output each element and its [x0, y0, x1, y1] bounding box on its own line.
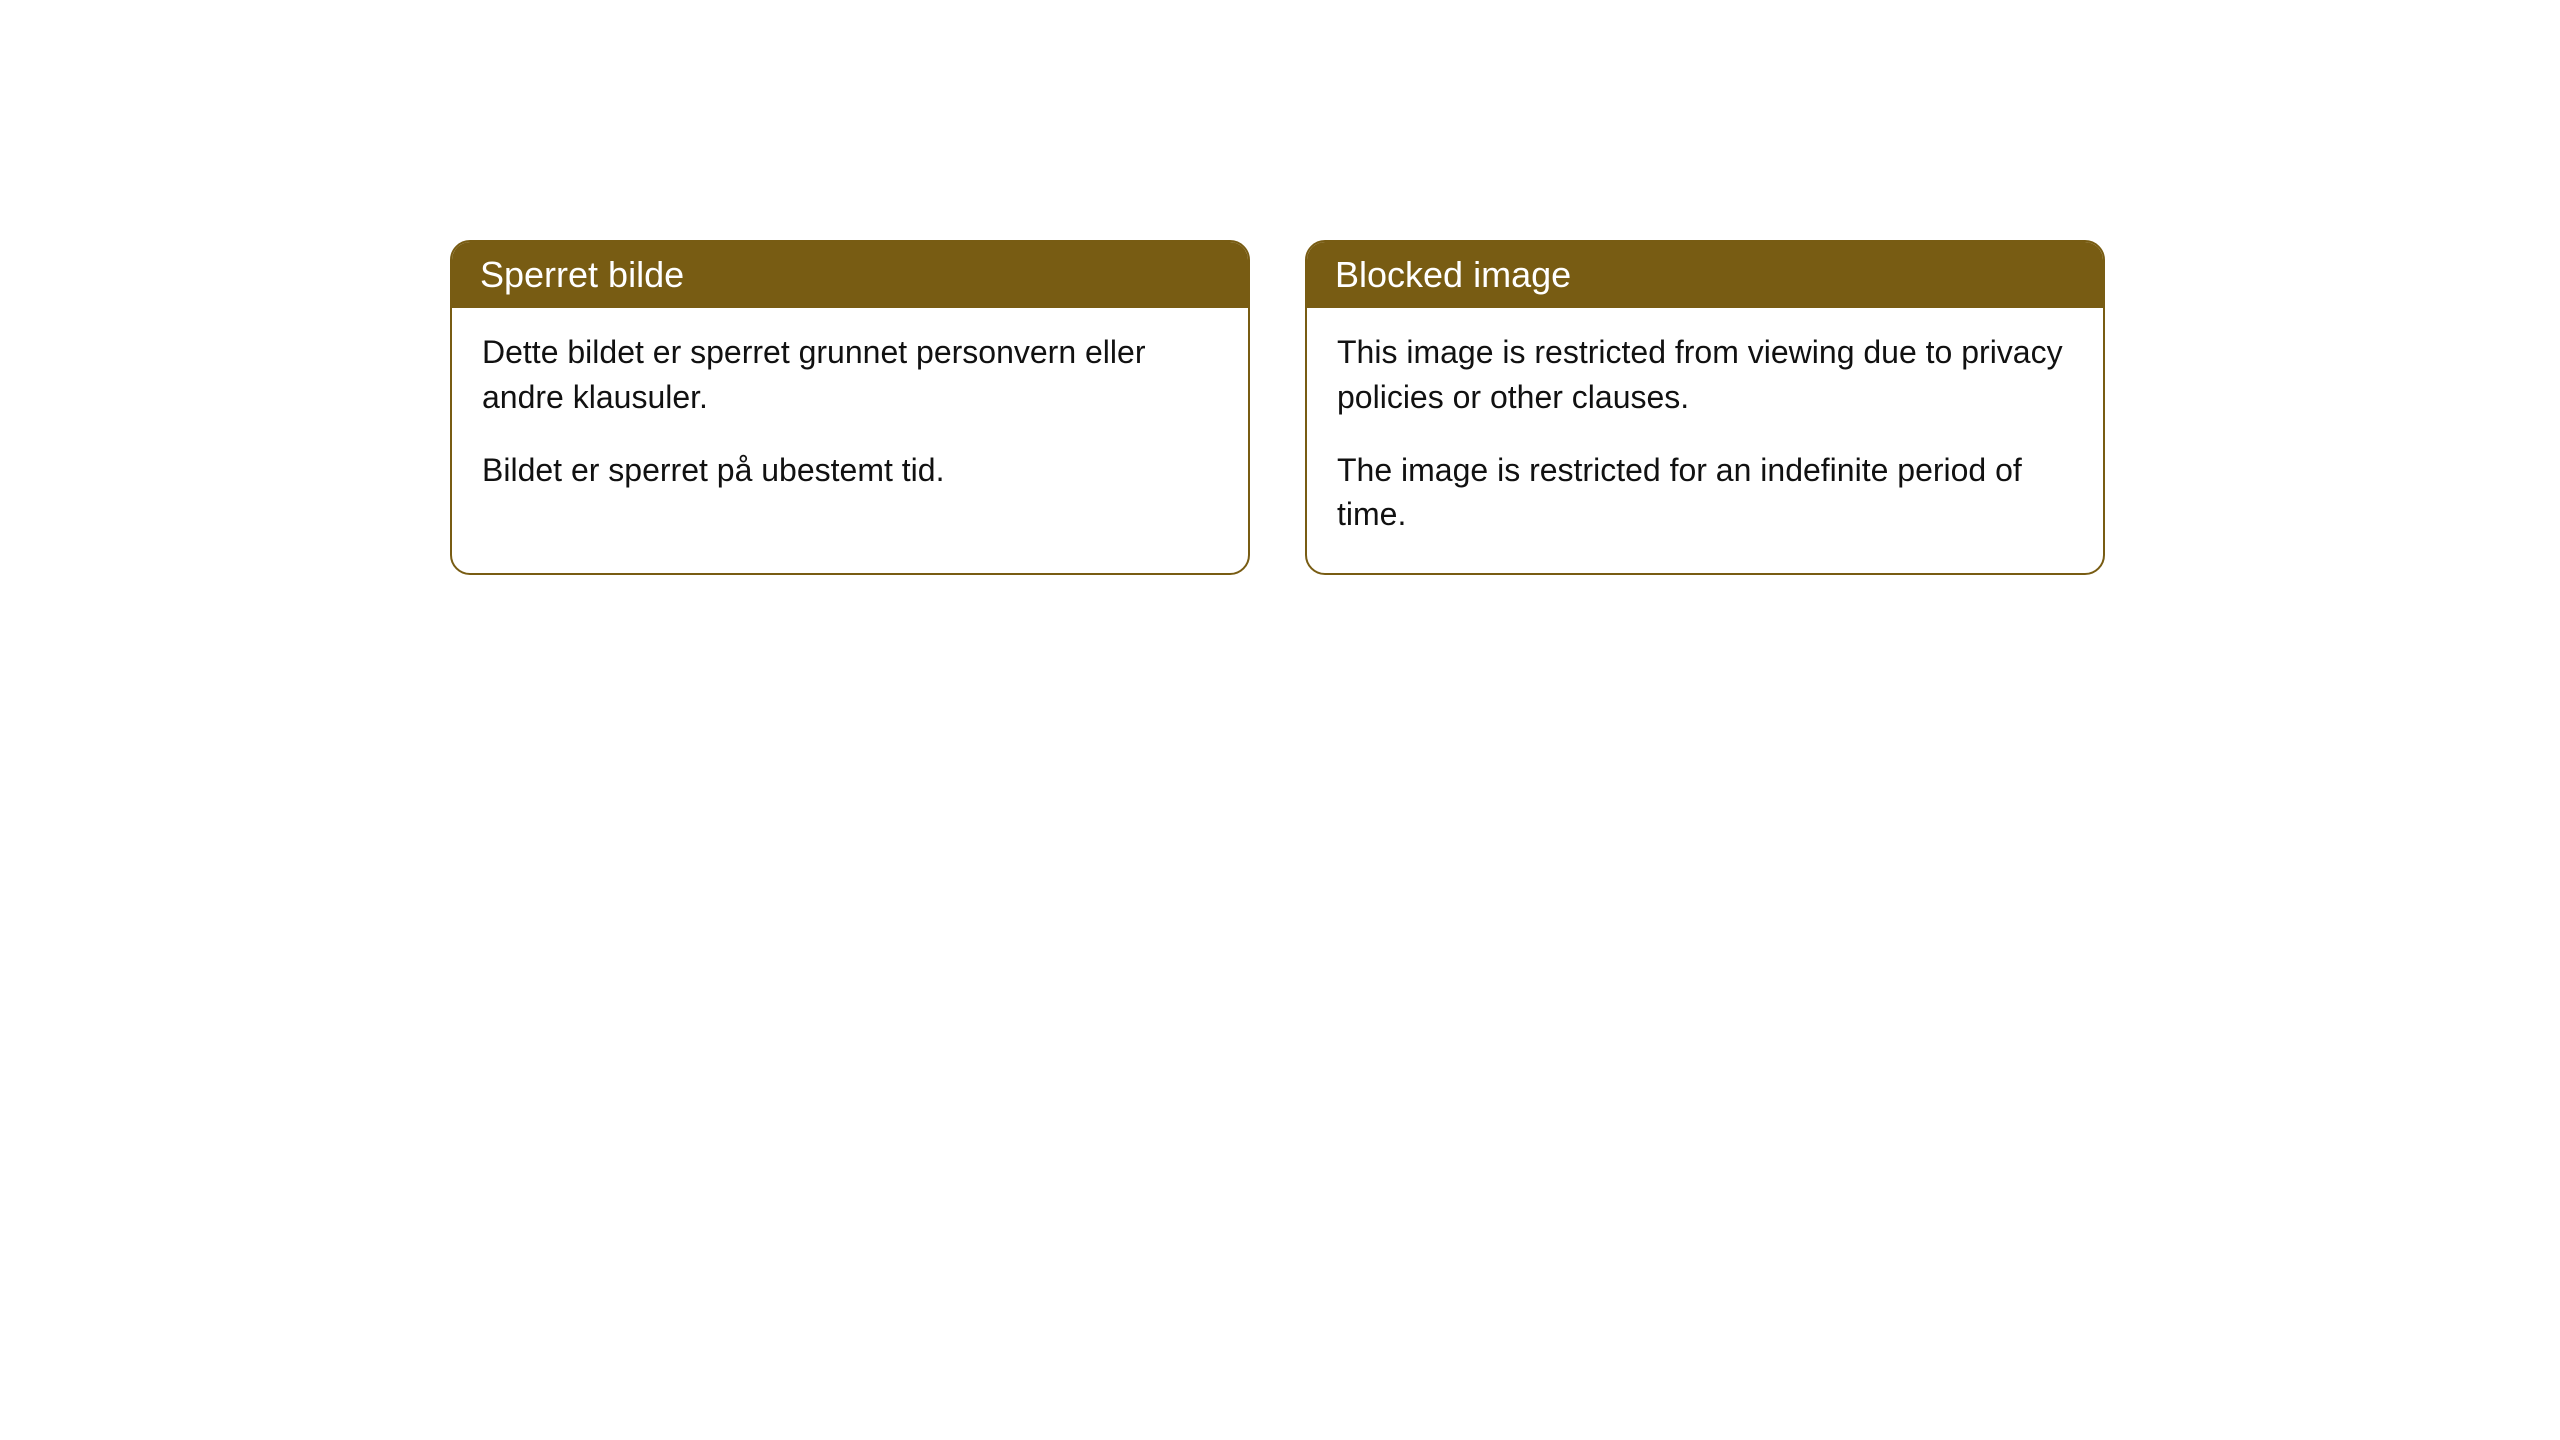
card-body: This image is restricted from viewing du…	[1307, 308, 2103, 573]
notice-cards-container: Sperret bilde Dette bildet er sperret gr…	[450, 240, 2105, 575]
card-paragraph: Dette bildet er sperret grunnet personve…	[482, 330, 1218, 420]
card-header: Sperret bilde	[452, 242, 1248, 308]
card-paragraph: This image is restricted from viewing du…	[1337, 330, 2073, 420]
card-paragraph: Bildet er sperret på ubestemt tid.	[482, 448, 1218, 493]
blocked-image-card-english: Blocked image This image is restricted f…	[1305, 240, 2105, 575]
blocked-image-card-norwegian: Sperret bilde Dette bildet er sperret gr…	[450, 240, 1250, 575]
card-body: Dette bildet er sperret grunnet personve…	[452, 308, 1248, 528]
card-title: Blocked image	[1335, 254, 1571, 295]
card-header: Blocked image	[1307, 242, 2103, 308]
card-title: Sperret bilde	[480, 254, 684, 295]
card-paragraph: The image is restricted for an indefinit…	[1337, 448, 2073, 538]
